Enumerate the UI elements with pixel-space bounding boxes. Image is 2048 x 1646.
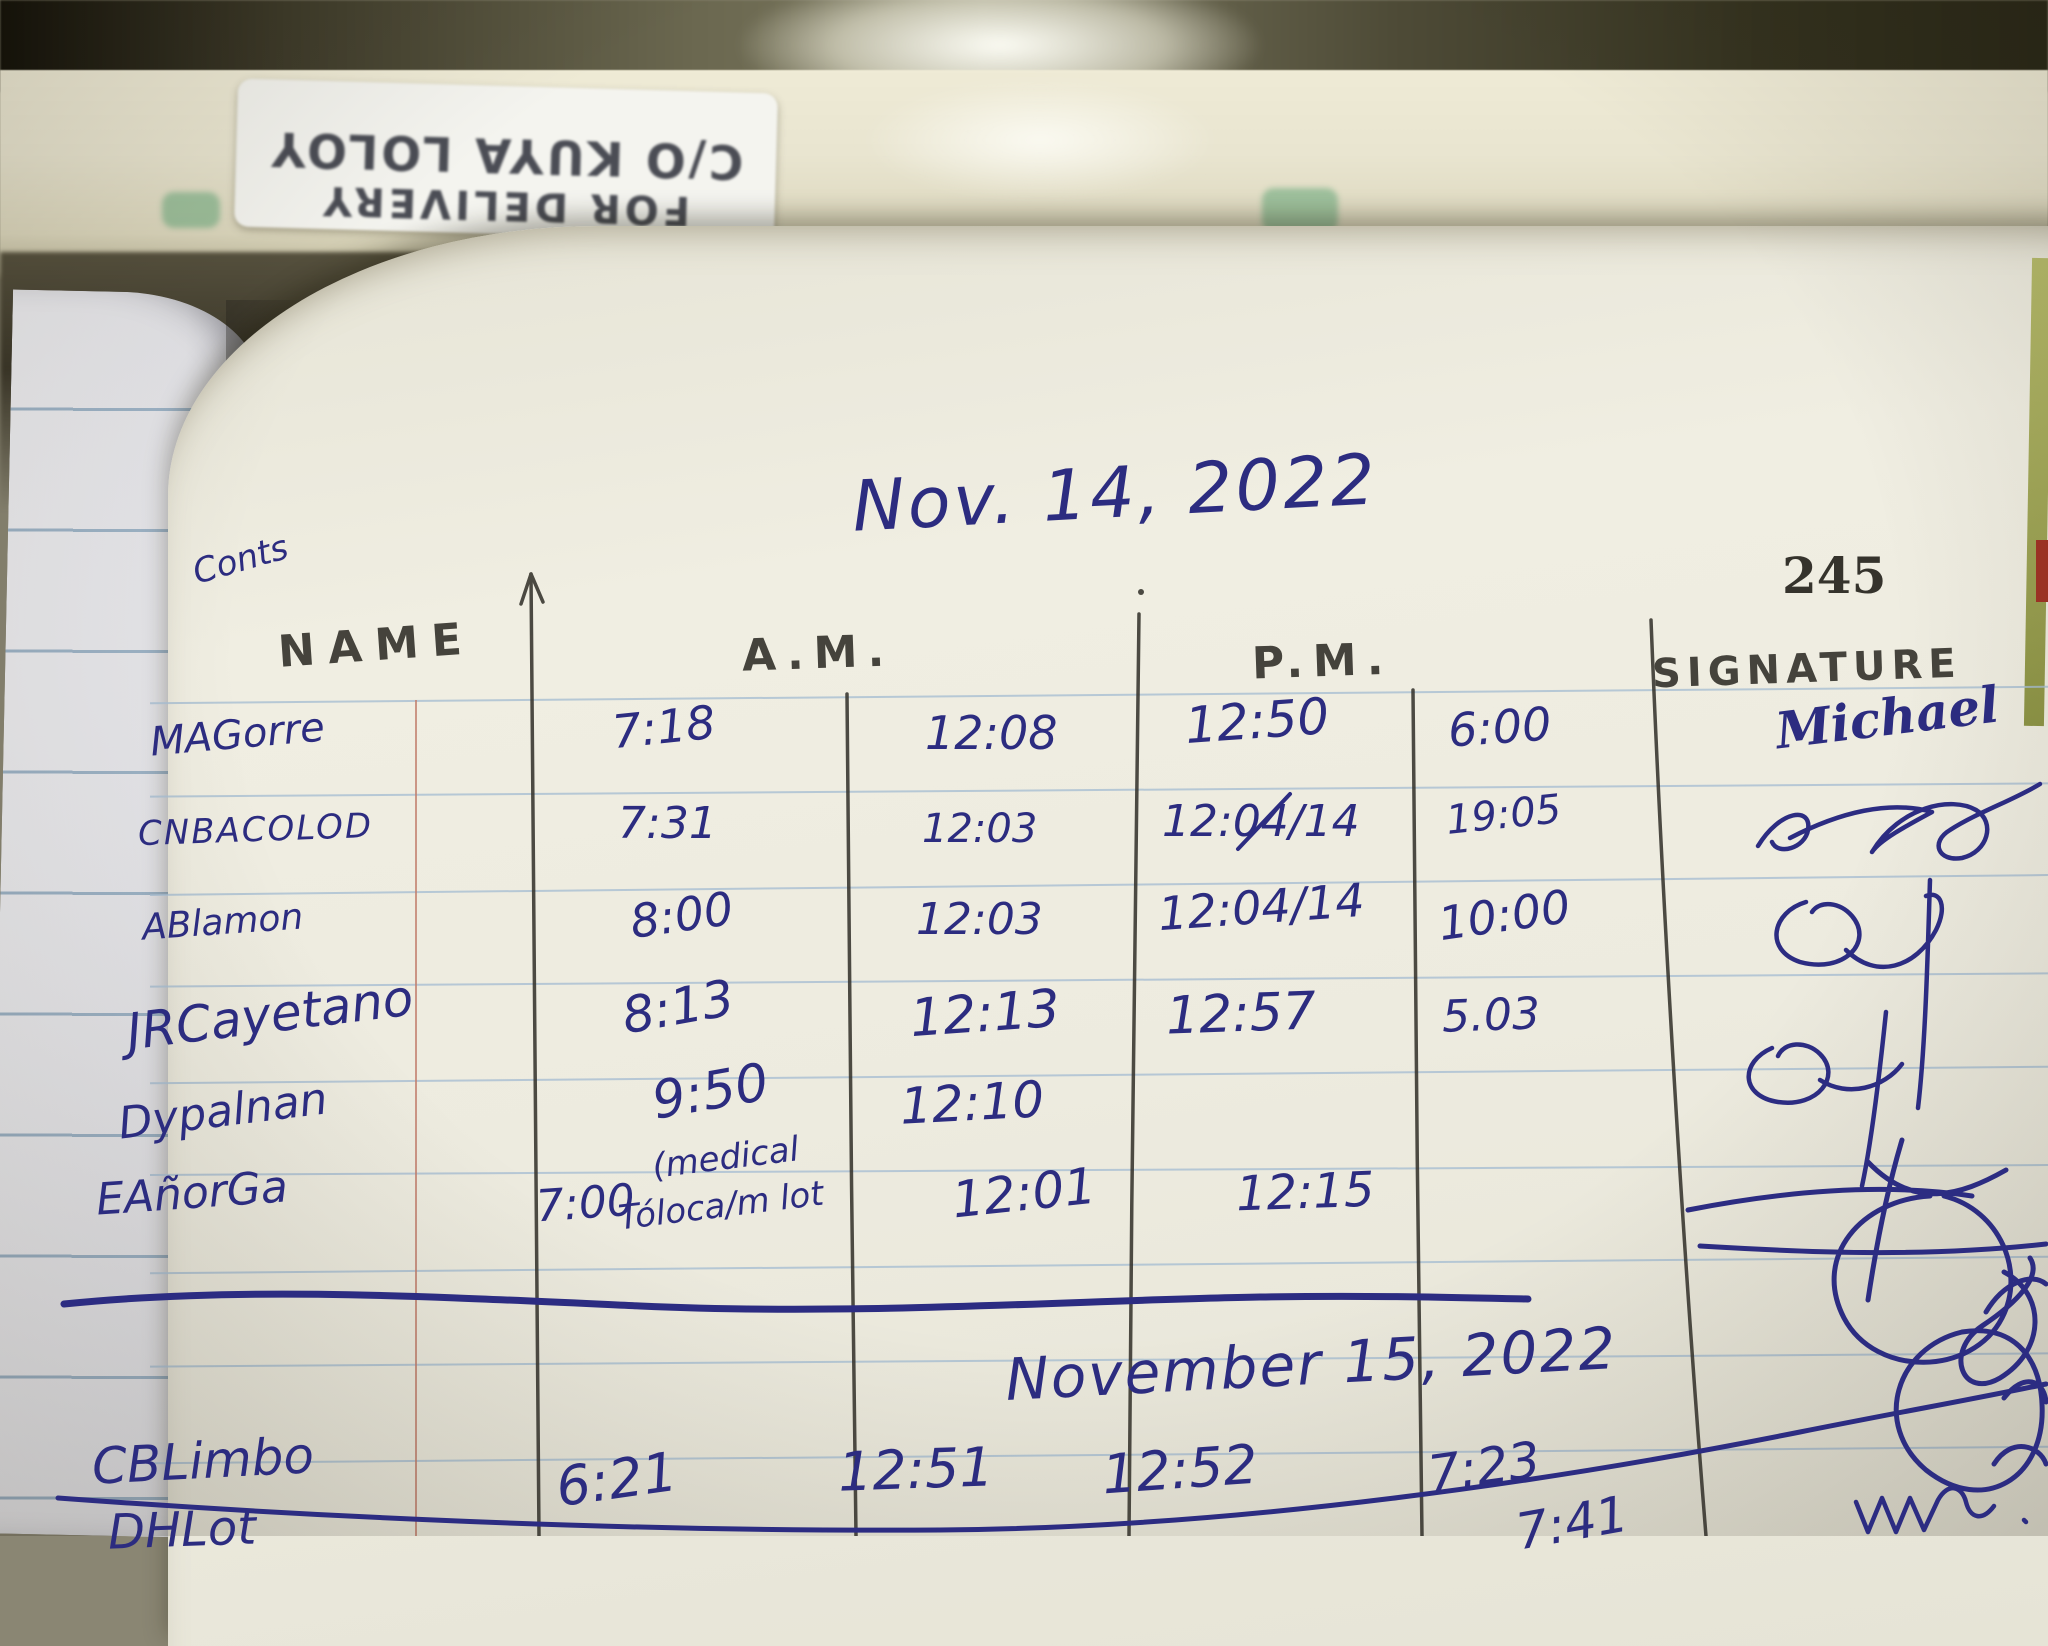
entry-am-in: 7:31 — [618, 798, 717, 849]
signature-scrawl-bottom — [1853, 1486, 2029, 1535]
entry-pm-out: 5.03 — [1441, 988, 1541, 1043]
green-paint-mark — [162, 192, 220, 228]
entry-pm-out: 6:00 — [1446, 696, 1554, 758]
entry-am-out: 12:51 — [836, 1435, 995, 1504]
day-separator-line — [60, 1290, 1532, 1313]
signature-scrawl-nov15 — [1893, 1276, 2048, 1493]
entry-pm-in: 12:52 — [1099, 1432, 1260, 1507]
entry-am-out: 12:08 — [925, 706, 1058, 760]
column-line-am-split — [845, 692, 858, 1536]
pen-dot — [1138, 589, 1144, 595]
column-line-pm-split — [1411, 688, 1424, 1536]
pen-marks — [55, 781, 2048, 1535]
entry-am-out: 12:03 — [922, 806, 1038, 852]
entry-am-out: 12:03 — [916, 894, 1043, 945]
entry-name: CNBACOLOD — [137, 805, 374, 855]
signature-scrawl-row3 — [1774, 877, 1945, 1111]
page-number: 245 — [1782, 546, 1887, 605]
entry-am-out: 12:10 — [898, 1070, 1046, 1136]
column-header-pm: P.M. — [1251, 633, 1395, 690]
book-edge-red — [2036, 540, 2048, 602]
table-column-lines — [519, 572, 1708, 1536]
green-paint-mark — [1262, 188, 1338, 232]
notebook-page — [168, 226, 2048, 1646]
entry-pm-in: 12:04/14 — [1162, 796, 1360, 847]
entry-pm-in: 12:15 — [1235, 1161, 1376, 1223]
signature-scrawl-rows5-6 — [1685, 1137, 2048, 1387]
column-line-name-am — [529, 572, 541, 1536]
entry-name: DHLot — [107, 1499, 257, 1561]
margin-line — [415, 700, 417, 1536]
entry-am-in: 7:18 — [609, 694, 718, 760]
row-separator-line — [55, 1381, 2048, 1533]
time-correction-strike — [1236, 792, 1292, 851]
column-header-am: A.M. — [741, 625, 895, 682]
entry-am-out: 12:13 — [908, 978, 1062, 1050]
column-line-am-pm — [1127, 612, 1141, 1536]
entry-name: CBLimbo — [90, 1426, 316, 1496]
entry-pm-in: 12:57 — [1164, 981, 1317, 1047]
column-line-pm-signature — [1649, 618, 1708, 1536]
shelf-light-reflection — [860, 80, 1220, 200]
signature-scrawl-row4 — [1746, 1009, 1905, 1189]
handwritten-ink-layer — [55, 572, 2048, 1536]
signature-scrawl-row2 — [1755, 781, 2043, 861]
entry-pm-in: 12:50 — [1183, 687, 1331, 755]
column-line-arrowhead — [519, 572, 545, 606]
